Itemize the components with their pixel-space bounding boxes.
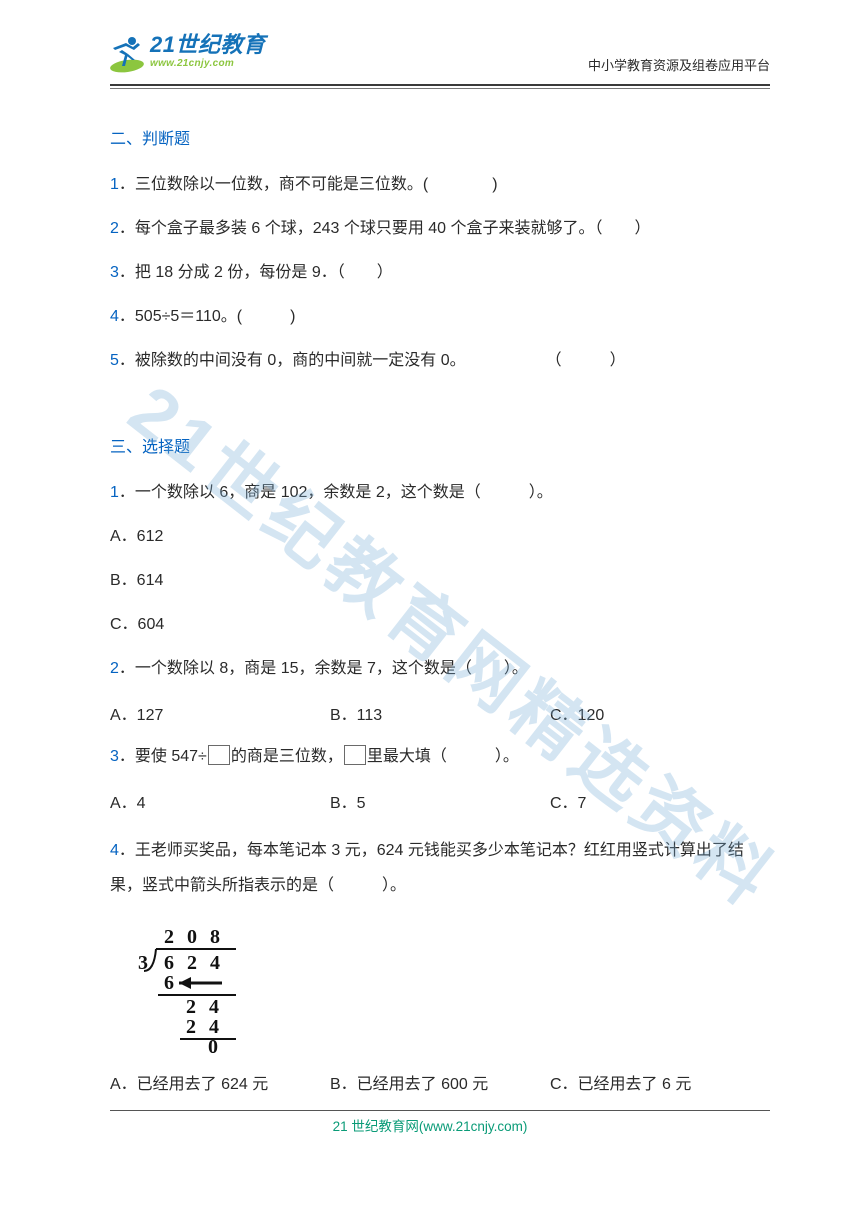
mc-q4-opt-b: B．已经用去了 600 元 — [330, 1070, 550, 1094]
tf-q3: 3．把 18 分成 2 份，每份是 9．（ ） — [110, 261, 770, 285]
svg-text:3: 3 — [138, 952, 148, 974]
mc-q3-opts: A．4 B．5 C．7 — [110, 789, 770, 813]
mc-q2-opt-b: B．113 — [330, 701, 550, 725]
long-division-figure: 2 0 8 3 6 2 4 6 2 4 2 4 0 — [124, 923, 254, 1058]
blank-box — [344, 745, 366, 765]
mc-q3: 3．要使 547÷的商是三位数，里最大填（ ）。 — [110, 745, 770, 769]
svg-text:2 4: 2 4 — [186, 996, 223, 1018]
mc-q4-opt-c: C．已经用去了 6 元 — [550, 1070, 770, 1094]
mc-q1-opt-c: C．604 — [110, 613, 770, 637]
logo: 21世纪教育 www.21cnjy.com — [110, 34, 290, 78]
blank-box — [208, 745, 230, 765]
mc-q3-opt-c: C．7 — [550, 789, 770, 813]
mc-q2-opt-a: A．127 — [110, 701, 330, 725]
mc-q1-opt-a: A．612 — [110, 525, 770, 549]
mc-q4-opts: A．已经用去了 624 元 B．已经用去了 600 元 C．已经用去了 6 元 — [110, 1070, 770, 1094]
tf-q4: 4．505÷5＝110。( ) — [110, 305, 770, 329]
svg-text:2 4: 2 4 — [186, 1016, 223, 1038]
tf-q1: 1．三位数除以一位数，商不可能是三位数。( ) — [110, 173, 770, 197]
footer-text: 21 世纪教育网(www.21cnjy.com) — [0, 1115, 860, 1135]
header-right-text: 中小学教育资源及组卷应用平台 — [588, 55, 770, 78]
svg-text:6 2 4: 6 2 4 — [164, 952, 224, 974]
header-rule-thick — [110, 84, 770, 86]
mc-q1: 1．一个数除以 6，商是 102，余数是 2，这个数是（ ）。 — [110, 481, 770, 505]
svg-text:6: 6 — [164, 972, 174, 994]
page-content: 21世纪教育网精选资料 二、判断题 1．三位数除以一位数，商不可能是三位数。( … — [110, 125, 770, 1094]
mc-q1-opt-b: B．614 — [110, 569, 770, 593]
section2-title: 二、判断题 — [110, 125, 770, 149]
section3-title: 三、选择题 — [110, 433, 770, 457]
svg-text:0: 0 — [208, 1036, 218, 1053]
mc-q4-opt-a: A．已经用去了 624 元 — [110, 1070, 330, 1094]
mc-q2-opts: A．127 B．113 C．120 — [110, 701, 770, 725]
header-rule-thin — [110, 88, 770, 89]
mc-q2: 2．一个数除以 8，商是 15，余数是 7，这个数是（ ）。 — [110, 657, 770, 681]
quotient: 2 0 8 — [164, 926, 224, 948]
footer-rule — [110, 1110, 770, 1111]
mc-q3-opt-a: A．4 — [110, 789, 330, 813]
mc-q3-opt-b: B．5 — [330, 789, 550, 813]
tf-q2: 2．每个盒子最多装 6 个球，243 个球只要用 40 个盒子来装就够了。（ ） — [110, 217, 770, 241]
logo-runner-icon — [108, 36, 148, 76]
logo-url: www.21cnjy.com — [150, 58, 266, 69]
mc-q2-opt-c: C．120 — [550, 701, 770, 725]
mc-q4: 4．王老师买奖品，每本笔记本 3 元，624 元钱能买多少本笔记本？红红用竖式计… — [110, 833, 770, 903]
logo-text-zh: 21世纪教育 — [150, 34, 266, 56]
tf-q5: 5．被除数的中间没有 0，商的中间就一定没有 0。（ ） — [110, 349, 770, 373]
page-header: 21世纪教育 www.21cnjy.com 中小学教育资源及组卷应用平台 — [110, 34, 770, 78]
